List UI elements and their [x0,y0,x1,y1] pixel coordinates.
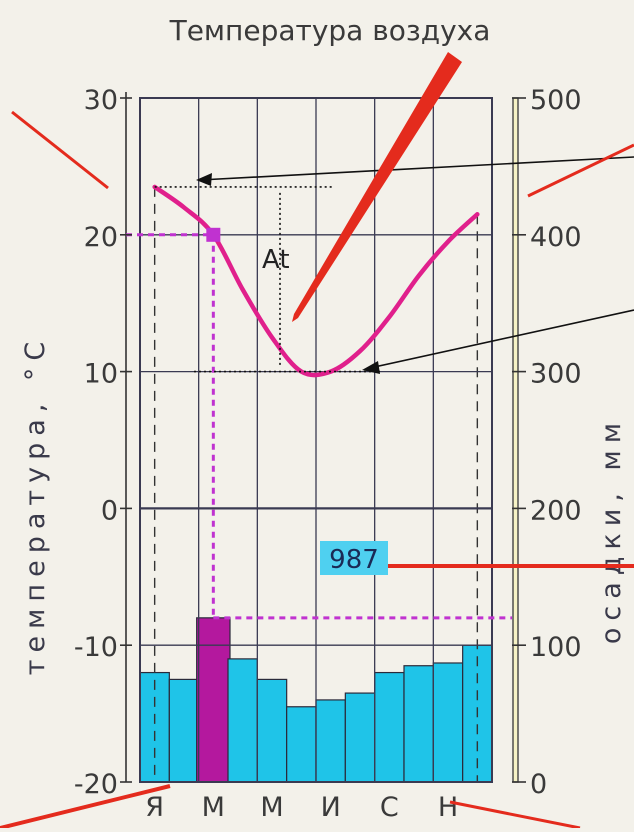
precipitation-tick-label: 100 [530,632,582,663]
temperature-tick-label: -20 [74,769,118,800]
precipitation-bar-4 [227,658,258,783]
amplitude-label: At [262,245,290,275]
month-label: И [321,792,341,823]
precipitation-tick-label: 400 [530,222,582,253]
precipitation-bar-10 [403,665,434,783]
min-pointer-arrowhead [362,361,380,374]
precipitation-bar-6 [286,706,317,783]
precipitation-bar-3 [196,617,231,783]
temperature-tick-label: 10 [84,359,118,390]
precipitation-tick-label: 200 [530,495,582,526]
plot-frame [139,97,493,783]
red-pointer-bottom-right [449,800,581,830]
precipitation-bar-11 [432,662,464,783]
red-pointer-bottom-left [0,784,171,830]
red-pointer-title [292,52,462,322]
red-pointer-left-top [11,110,109,190]
y2-axis-label: осадки, мм [596,416,627,644]
chart-title: Температура воздуха [169,14,491,47]
precipitation-bar-2 [168,678,200,783]
temperature-tick-label: 30 [84,85,118,116]
month-label: М [202,792,225,823]
month-label: М [260,792,283,823]
temperature-tick-label: 0 [101,495,118,526]
temperature-tick-label: 20 [84,222,118,253]
precipitation-axis [512,97,519,783]
march-temperature-marker [206,227,221,242]
red-pointer-right-top [527,143,634,198]
temperature-tick-label: -10 [74,632,118,663]
total-precipitation-box [320,541,388,575]
precipitation-bar-9 [374,671,405,783]
precipitation-bar-8 [344,692,376,783]
min-pointer-line [369,309,634,369]
max-pointer-line [199,156,634,181]
precipitation-tick-label: 300 [530,359,582,390]
precipitation-bar-5 [256,678,288,783]
precipitation-tick-label: 500 [530,85,582,116]
total-precipitation-label: 987 [329,545,379,575]
month-label: Я [145,792,164,823]
precipitation-bar-7 [315,699,346,783]
month-label: Н [438,792,458,823]
precipitation-tick-label: 0 [530,769,547,800]
max-pointer-arrowhead [196,173,212,186]
month-label: С [380,792,399,823]
y-axis-label: температура, °С [20,335,51,676]
